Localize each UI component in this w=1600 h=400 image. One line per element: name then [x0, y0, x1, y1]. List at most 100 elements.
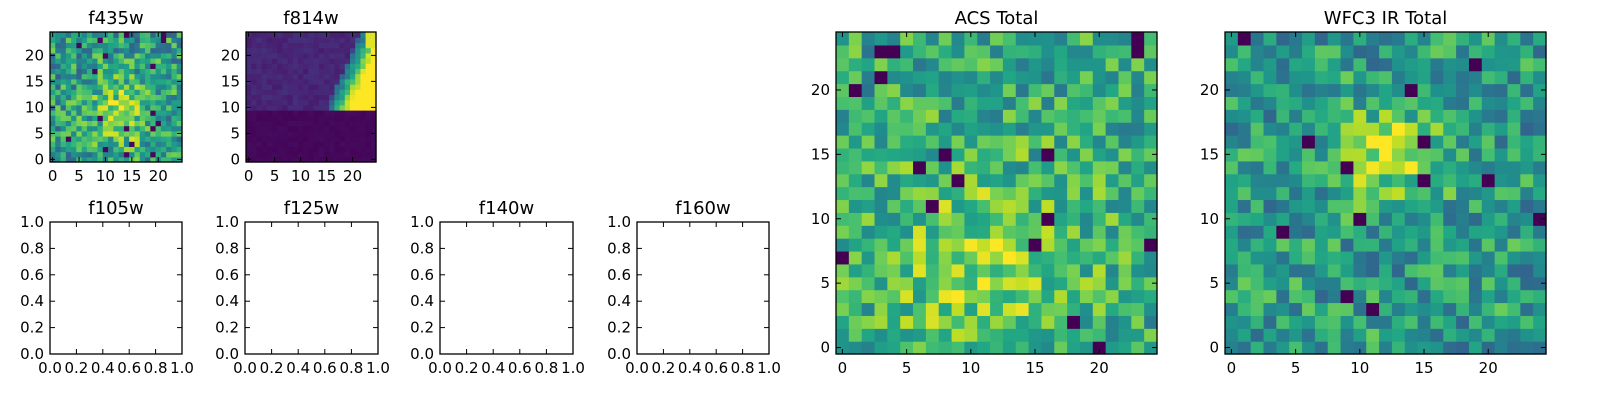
heatmap-cell: [50, 63, 56, 69]
heatmap-cell: [81, 58, 88, 64]
heatmap-cell: [118, 78, 125, 85]
heatmap-cell: [365, 130, 372, 137]
heatmap-cell: [1054, 250, 1068, 265]
heatmap-cells: [836, 32, 1158, 355]
heatmap-cell: [92, 156, 99, 163]
heatmap-cell: [155, 110, 162, 116]
heatmap-cell: [60, 89, 67, 95]
heatmap-cell: [1105, 315, 1120, 329]
heatmap-cell: [370, 32, 377, 38]
x-tick-label: 0.0: [625, 359, 649, 377]
heatmap-cell: [76, 58, 83, 64]
heatmap-cell: [1041, 250, 1055, 265]
heatmap-cell: [334, 58, 341, 64]
heatmap-cell: [1105, 238, 1120, 252]
heatmap-cell: [1131, 135, 1145, 149]
heatmap-cell: [272, 151, 278, 158]
heatmap-cell: [1314, 289, 1329, 304]
heatmap-cell: [81, 110, 88, 116]
heatmap-cell: [334, 136, 341, 142]
heatmap-cell: [1105, 135, 1120, 149]
heatmap-cell: [145, 94, 151, 101]
heatmap-cell: [298, 136, 304, 142]
heatmap-cell: [176, 115, 183, 121]
heatmap-cell: [900, 276, 914, 291]
heatmap-cell: [938, 302, 953, 316]
heatmap-cell: [370, 84, 377, 90]
heatmap-cell: [1105, 70, 1120, 85]
heatmap-cell: [1028, 263, 1043, 278]
heatmap-cell: [277, 156, 283, 163]
heatmap-cell: [1391, 173, 1406, 188]
heatmap-cell: [1237, 173, 1252, 188]
heatmap-cell: [139, 120, 146, 127]
heatmap-cell: [913, 289, 927, 304]
heatmap-cell: [1263, 83, 1277, 97]
heatmap-cell: [313, 130, 320, 137]
heatmap-cell: [334, 37, 341, 43]
heatmap-cell: [365, 84, 372, 90]
heatmap-cell: [1353, 70, 1367, 85]
heatmap-cell: [160, 47, 167, 54]
heatmap-cell: [102, 120, 109, 127]
heatmap-cell: [1054, 315, 1068, 329]
heatmap-cell: [160, 120, 167, 127]
heatmap-cell: [81, 130, 88, 137]
heatmap-cell: [1225, 225, 1239, 239]
heatmap-cell: [303, 99, 309, 106]
heatmap-cell: [1379, 276, 1393, 291]
heatmap-cell: [1417, 109, 1432, 123]
heatmap-cell: [1481, 122, 1496, 136]
heatmap-cell: [887, 57, 901, 72]
heatmap-cell: [171, 130, 178, 137]
heatmap-cell: [1417, 315, 1432, 329]
heatmap-cell: [171, 47, 178, 54]
heatmap-cell: [1340, 109, 1354, 123]
heatmap-cell: [1041, 186, 1055, 201]
heatmap-cell: [1430, 57, 1444, 72]
heatmap-cell: [329, 125, 335, 132]
heatmap-cell: [123, 120, 130, 127]
heatmap-cell: [81, 120, 88, 127]
heatmap-cell: [848, 328, 863, 342]
heatmap-cell: [1079, 250, 1094, 265]
heatmap-cell: [1263, 276, 1277, 291]
heatmap-cell: [86, 89, 93, 95]
heatmap-cell: [1430, 315, 1444, 329]
heatmap-cell: [282, 120, 289, 127]
heatmap-cell: [1144, 315, 1158, 329]
heatmap-cell: [1468, 328, 1483, 342]
heatmap-cell: [86, 110, 93, 116]
heatmap-cell: [951, 212, 965, 226]
heatmap-cell: [76, 37, 83, 43]
heatmap-cell: [150, 104, 157, 111]
heatmap-cell: [370, 94, 377, 101]
heatmap-cell: [360, 78, 367, 85]
heatmap-cell: [861, 147, 876, 162]
axes-frame: [49, 221, 183, 355]
heatmap-cell: [282, 125, 289, 132]
heatmap-cell: [277, 125, 283, 132]
axes-frame: [49, 31, 183, 163]
heatmap-cell: [1054, 276, 1068, 291]
heatmap-cell: [266, 63, 273, 69]
heatmap-cell: [1041, 32, 1055, 46]
heatmap-cell: [938, 57, 953, 72]
heatmap-cell: [287, 125, 294, 132]
heatmap-cell: [1028, 250, 1043, 265]
heatmap-cell: [1079, 57, 1094, 72]
heatmap-cell: [365, 146, 372, 153]
heatmap-cell: [1250, 289, 1265, 304]
heatmap-cell: [176, 68, 183, 75]
heatmap-cell: [1015, 199, 1030, 213]
heatmap-cell: [1507, 328, 1521, 342]
heatmap-cell: [1041, 238, 1055, 252]
heatmap-cell: [166, 78, 173, 85]
y-tick-label: 0.2: [410, 319, 434, 337]
heatmap-cell: [108, 47, 114, 54]
heatmap-cell: [155, 52, 162, 59]
heatmap-cell: [1353, 147, 1367, 162]
heatmap-cell: [350, 47, 356, 54]
heatmap-cell: [155, 141, 162, 147]
heatmap-cell: [1507, 263, 1521, 278]
